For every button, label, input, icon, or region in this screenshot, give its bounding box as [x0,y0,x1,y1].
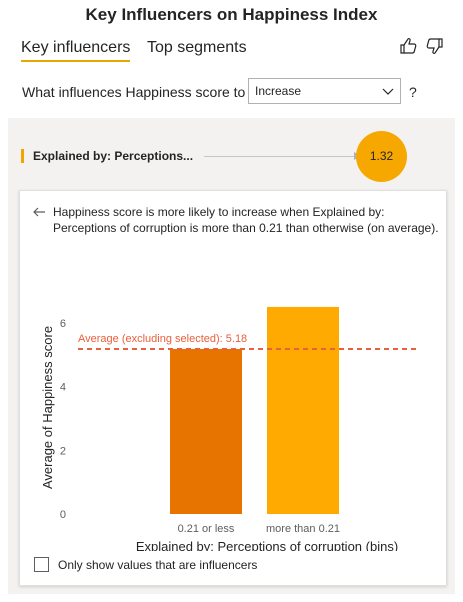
average-reference-label: Average (excluding selected): 5.18 [78,333,247,345]
x-tick-label: more than 0.21 [266,523,340,535]
influencers-only-checkbox[interactable] [34,557,49,572]
influencer-label: Explained by: Perceptions... [33,149,194,163]
help-icon[interactable]: ? [409,84,417,100]
tab-key-influencers[interactable]: Key influencers [21,39,131,62]
y-tick-label: 4 [60,382,66,394]
thumbs-up-icon[interactable] [399,36,419,56]
influencer-description: Happiness score is more likely to increa… [53,205,439,235]
influencer-bar-chart: 0 2 4 6 Average of Happiness score 0.21 or le… [20,251,448,551]
y-axis-label: Average of Happiness score [40,326,55,489]
influence-direction-dropdown[interactable]: Increase [248,78,401,104]
influence-question-label: What influences Happiness score to [22,84,246,100]
influencers-panel: Explained by: Perceptions... 1.32 Happin… [8,118,455,594]
tab-top-segments[interactable]: Top segments [147,39,247,56]
x-tick-label: 0.21 or less [178,523,235,535]
influencers-only-label: Only show values that are influencers [58,558,258,572]
chevron-down-icon [382,88,394,95]
y-tick-label: 6 [60,318,66,330]
bar-0-21-or-less [170,348,242,514]
thumbs-down-icon[interactable] [424,36,444,56]
back-arrow-icon[interactable] [32,205,46,219]
influencer-value-bubble: 1.32 [356,131,407,182]
influencer-detail-card: Happiness score is more likely to increa… [19,190,447,586]
dropdown-selected-value: Increase [255,84,302,98]
x-axis-label: Explained by: Perceptions of corruption … [136,539,398,551]
influencer-row[interactable]: Explained by: Perceptions... 1.32 [8,118,455,188]
bar-more-than-0-21 [267,306,339,514]
influencer-connector-line [204,156,359,157]
page-title: Key Influencers on Happiness Index [85,5,378,24]
influencer-accent-bar [21,149,24,163]
y-tick-label: 0 [60,509,66,521]
y-tick-label: 2 [60,445,66,457]
chart-svg: 0 2 4 6 Average of Happiness score 0.21 or le… [40,306,420,551]
